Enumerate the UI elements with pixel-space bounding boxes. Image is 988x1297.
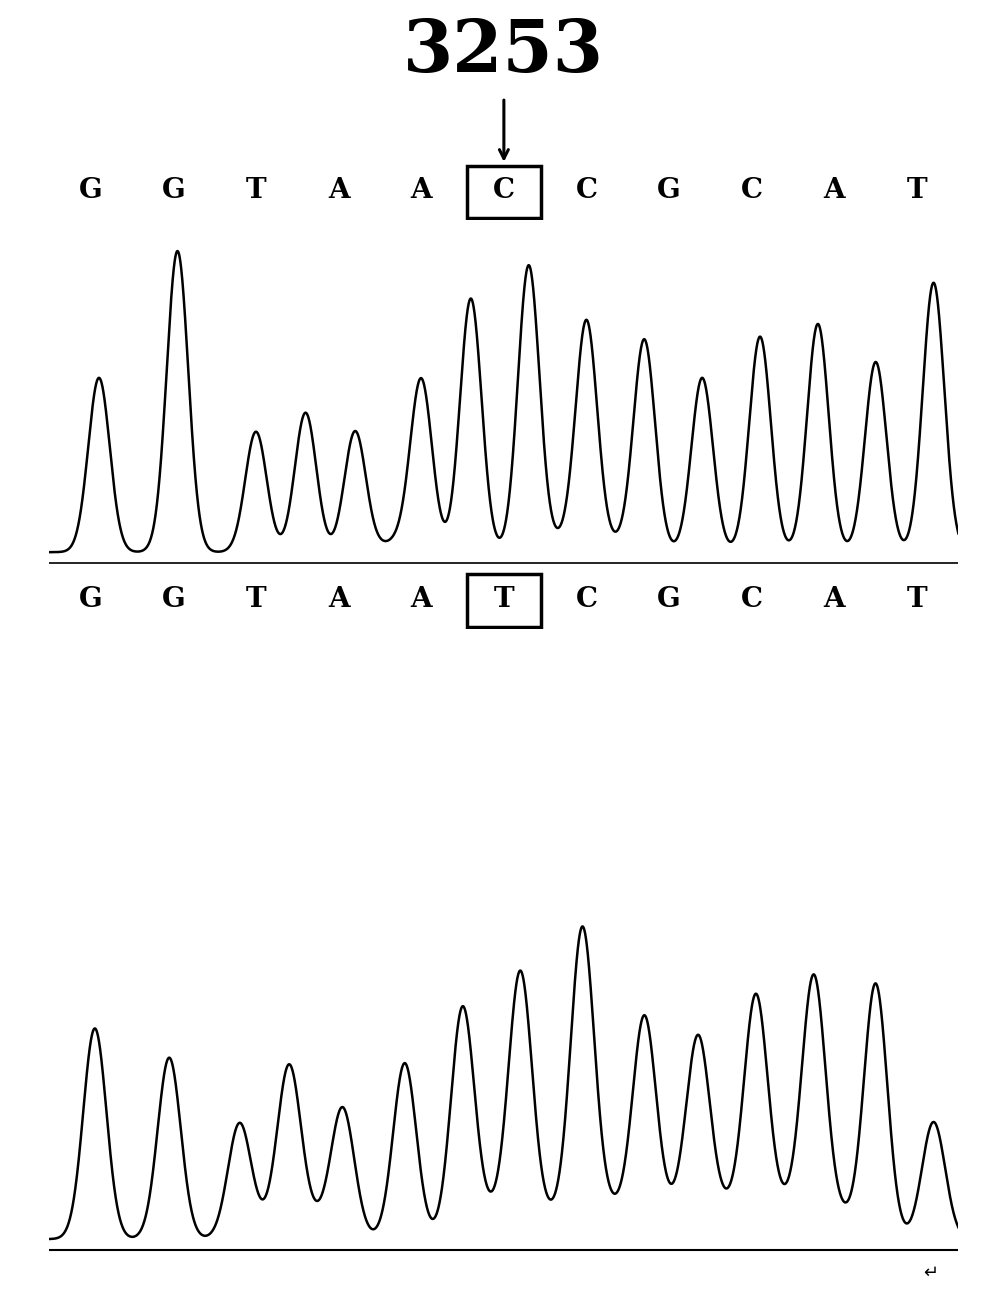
FancyBboxPatch shape [466,166,541,218]
Text: C: C [741,178,763,205]
Text: T: T [494,586,514,613]
Text: G: G [657,178,681,205]
Text: G: G [79,178,103,205]
FancyBboxPatch shape [466,575,541,626]
Text: A: A [410,178,432,205]
Text: A: A [824,178,845,205]
Text: G: G [161,586,185,613]
Text: T: T [907,586,928,613]
Text: ↵: ↵ [924,1263,939,1281]
Text: T: T [907,178,928,205]
Text: 3253: 3253 [403,17,605,87]
Text: A: A [824,586,845,613]
Text: C: C [576,178,598,205]
Text: C: C [493,178,515,205]
Text: A: A [328,586,350,613]
Text: A: A [328,178,350,205]
Text: G: G [161,178,185,205]
Text: T: T [246,586,267,613]
Text: G: G [79,586,103,613]
Text: T: T [246,178,267,205]
Text: A: A [410,586,432,613]
Text: G: G [657,586,681,613]
Text: C: C [741,586,763,613]
Text: C: C [576,586,598,613]
